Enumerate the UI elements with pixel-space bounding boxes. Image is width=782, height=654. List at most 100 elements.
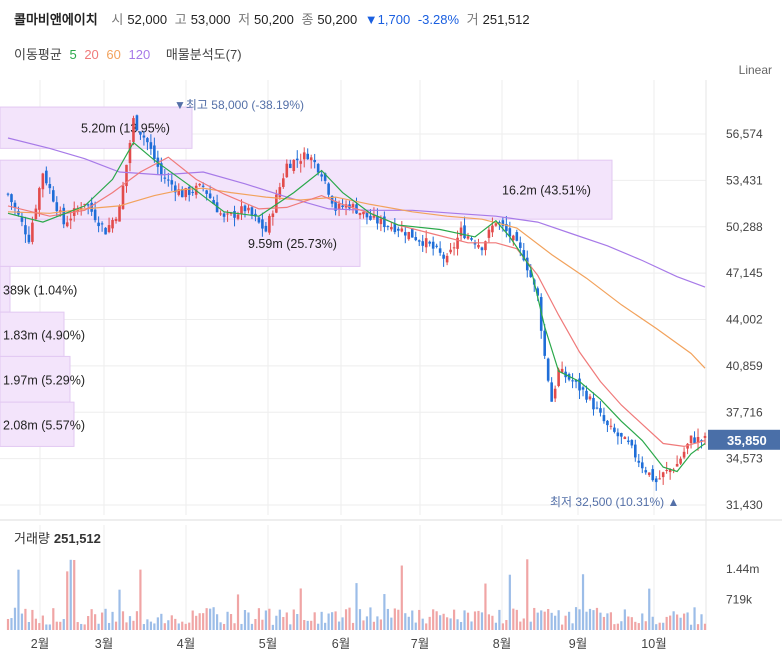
- candle-body: [613, 427, 616, 432]
- change-value: ▼1,700: [364, 12, 411, 27]
- candle-body: [62, 207, 66, 225]
- volume-bar: [564, 615, 567, 630]
- candle-body: [477, 244, 480, 248]
- volume-bar: [17, 569, 20, 630]
- volume-bar: [139, 569, 142, 630]
- ma120-legend[interactable]: 120: [128, 47, 151, 62]
- volume-bar: [66, 571, 69, 630]
- volume-bar: [257, 608, 261, 630]
- volume-bar: [59, 621, 62, 630]
- candle-body: [588, 396, 592, 400]
- volume-bar: [202, 613, 205, 630]
- candle-body: [170, 180, 174, 185]
- volume-bar: [285, 612, 288, 630]
- candle-body: [696, 436, 700, 444]
- volume-bar: [174, 618, 177, 630]
- volume-bar: [501, 623, 504, 630]
- quote-header: 콜마비앤에이치 시 52,000 고 53,000 저 50,200 종 50,200 …: [14, 9, 534, 29]
- volume-bar: [222, 623, 226, 630]
- volume-bar: [100, 612, 104, 630]
- moving-average-legend[interactable]: 이동평균 5 20 60 120 매물분석도(7): [14, 44, 246, 63]
- volume-bar: [613, 624, 616, 630]
- volume-bar: [442, 613, 445, 630]
- candle-body: [644, 470, 648, 473]
- close-label: 종: [301, 12, 314, 27]
- candle-body: [379, 218, 383, 225]
- candle-body: [83, 203, 86, 205]
- candle-body: [491, 225, 494, 233]
- candle-body: [55, 202, 59, 212]
- volume-bar: [331, 612, 334, 630]
- volume-bar: [700, 614, 703, 630]
- month-label: 9월: [569, 637, 587, 651]
- y-tick-label: 50,288: [726, 220, 763, 234]
- volume-bar: [428, 616, 431, 630]
- volume-bar: [466, 612, 470, 630]
- volume-bar: [658, 622, 661, 630]
- volume-bar: [170, 615, 173, 630]
- volume-bar: [306, 620, 309, 630]
- volume-bar: [334, 611, 337, 630]
- candle-body: [640, 462, 644, 469]
- volume-bar: [662, 622, 665, 630]
- volume-bar: [271, 624, 274, 630]
- candle-body: [585, 390, 588, 400]
- volume-bar: [404, 613, 407, 630]
- candle-body: [578, 378, 581, 391]
- candle-body: [69, 218, 73, 221]
- volume-bar: [588, 608, 592, 630]
- candle-body: [114, 218, 118, 222]
- candle-body: [383, 216, 386, 228]
- candle-body: [536, 288, 540, 296]
- volume-bar: [348, 607, 351, 630]
- candle-body: [452, 247, 456, 249]
- open-value: 52,000: [127, 12, 168, 27]
- volume-bar: [519, 621, 522, 630]
- month-label: 4월: [177, 637, 195, 651]
- candle-body: [484, 241, 487, 251]
- candle-body: [390, 227, 393, 230]
- candle-body: [668, 469, 672, 473]
- candle-body: [226, 213, 229, 215]
- volume-bar: [142, 624, 146, 630]
- volume-bar: [317, 623, 320, 630]
- candle-body: [658, 478, 661, 480]
- volume-bar: [477, 610, 480, 630]
- candle-body: [177, 189, 181, 195]
- volume-bar: [414, 622, 417, 630]
- ma60-legend[interactable]: 60: [106, 47, 121, 62]
- volume-bar: [369, 607, 372, 630]
- volume-bar: [602, 616, 606, 630]
- ma20-legend[interactable]: 20: [84, 47, 99, 62]
- candle-body: [187, 186, 191, 195]
- candle-body: [38, 188, 41, 210]
- month-label: 3월: [95, 637, 113, 651]
- volume-bar: [703, 623, 707, 630]
- candle-body: [135, 115, 139, 131]
- candle-body: [369, 215, 372, 220]
- volume-bar: [125, 622, 128, 630]
- candle-body: [703, 435, 707, 438]
- stock-name: 콜마비앤에이치: [14, 12, 98, 27]
- volume-bar: [41, 615, 44, 630]
- volume-bar: [240, 623, 243, 630]
- candle-body: [505, 223, 508, 231]
- volume-bar: [292, 609, 295, 630]
- scale-mode-toggle[interactable]: Linear: [738, 63, 772, 77]
- volume-bar: [379, 619, 382, 630]
- volume-bar: [76, 622, 79, 630]
- ma-label: 이동평균: [14, 47, 62, 62]
- candle-body: [574, 379, 578, 382]
- volume-bar: [94, 614, 97, 630]
- volume-title: 거래량 251,512: [14, 528, 101, 547]
- high-label: 고: [174, 12, 187, 27]
- volume-bar: [411, 610, 414, 630]
- candle-body: [581, 387, 585, 390]
- candle-body: [309, 157, 313, 161]
- volume-profile: 5.20m (13.95%) 16.2m (43.51%) 9.59m (25.73…: [0, 106, 613, 447]
- ma5-legend[interactable]: 5: [69, 47, 77, 62]
- volume-profile-label: 9.59m (25.73%): [248, 237, 337, 251]
- candle-body: [689, 435, 693, 444]
- volume-profile-legend[interactable]: 매물분석도(7): [165, 47, 242, 62]
